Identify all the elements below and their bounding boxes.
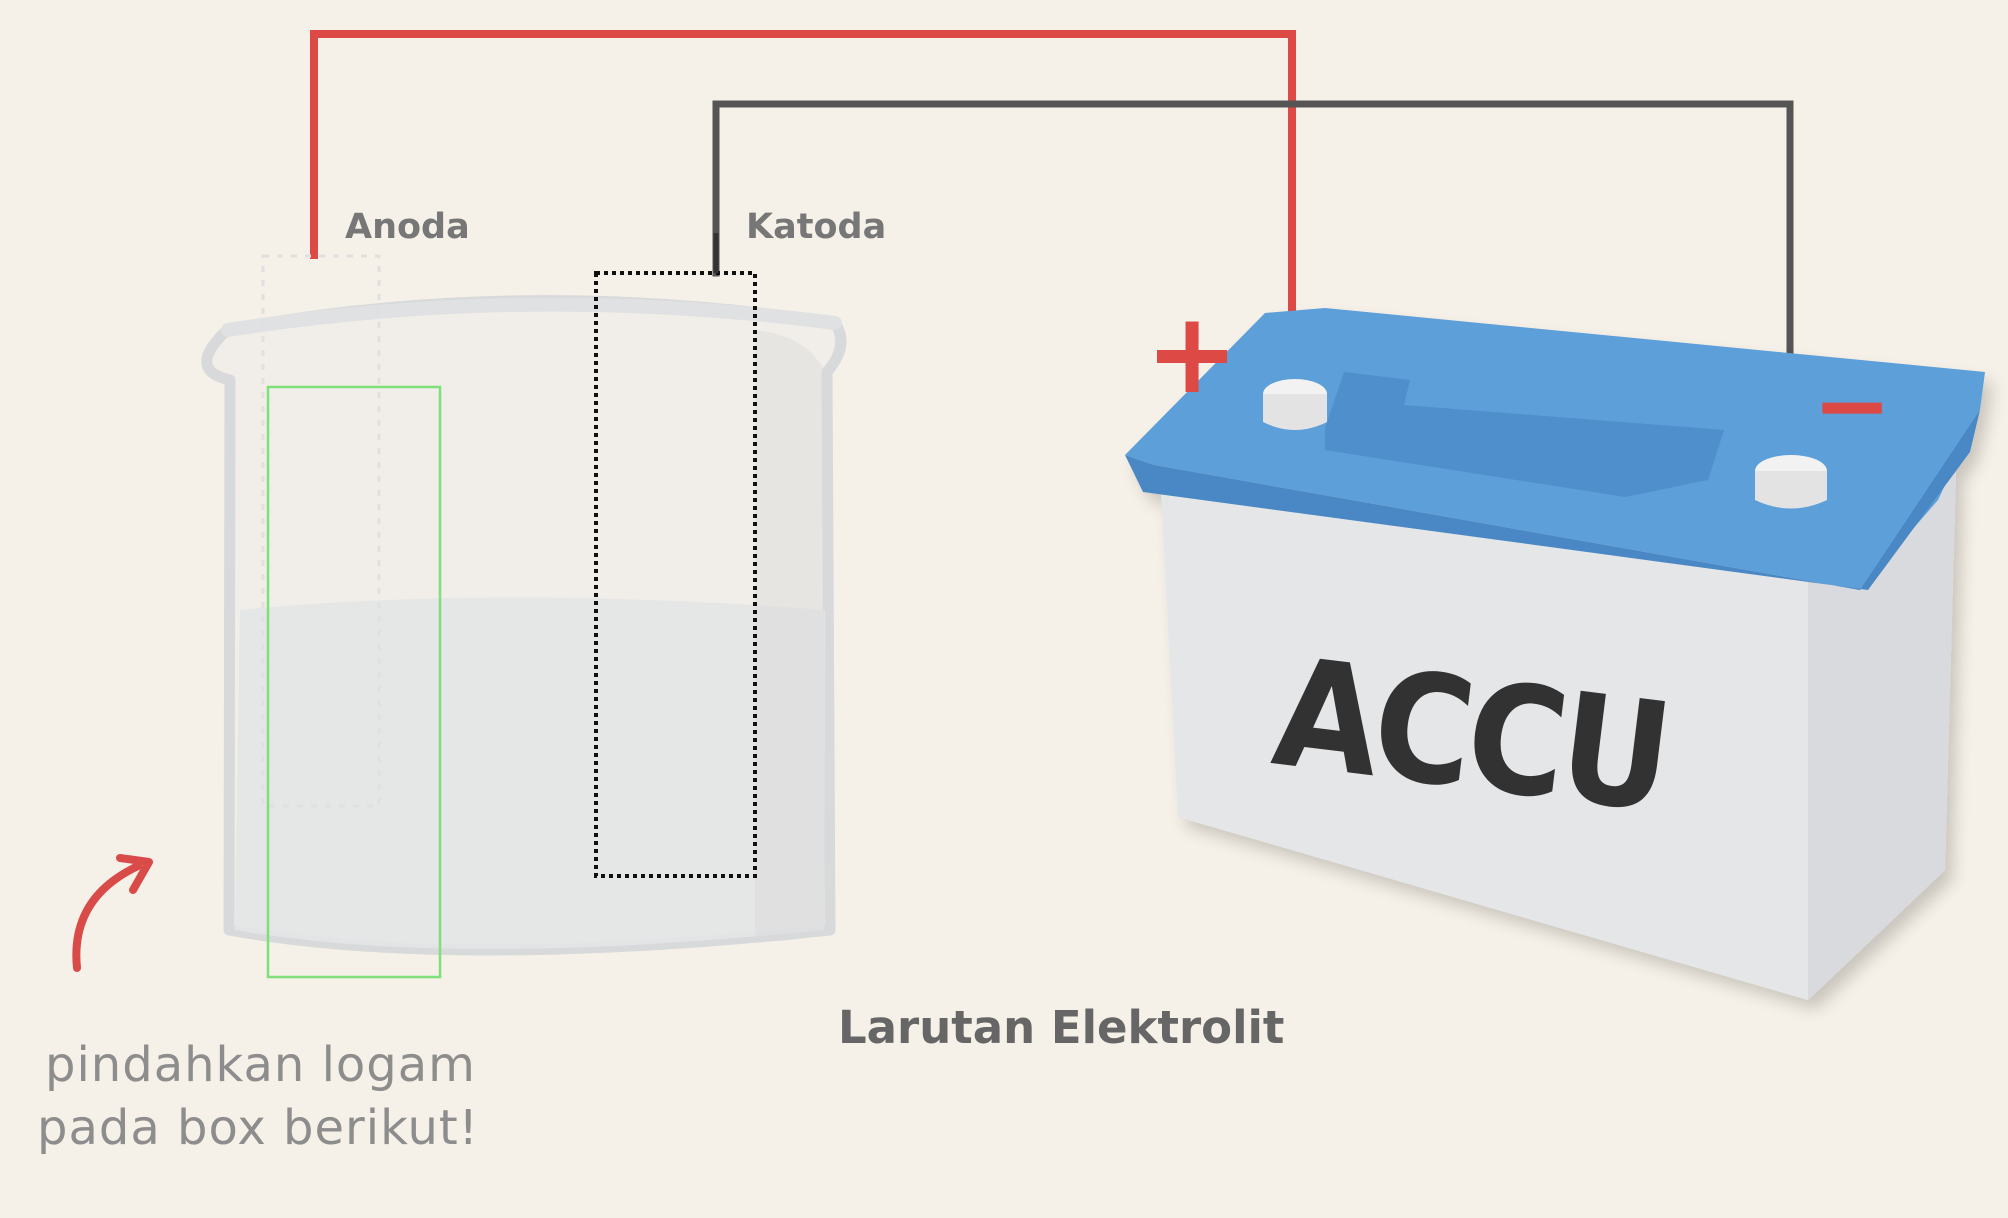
electrolyte-beaker [201,295,847,956]
instruction-line-1: pindahkan logam [45,1037,476,1093]
cathode-dropzone[interactable] [594,271,757,878]
battery-body [1160,473,1945,1000]
battery: ACCU [1125,308,1985,1000]
beaker-rim [221,297,842,337]
instruction-line-2: pada box berikut! [37,1100,479,1156]
anode-ghost-outline [261,254,381,808]
positive-terminal [1263,394,1327,430]
beaker-right-shadow [755,330,824,942]
battery-top-raised-panel [1325,372,1724,497]
anode-guide [261,254,381,808]
drag-arrow-icon [72,862,142,972]
anode-label: Anoda [345,207,470,247]
anode-dropzone[interactable] [266,385,442,979]
positive-terminal-symbol: + [1145,289,1239,419]
cathode-label: Katoda [746,207,886,247]
drag-arrow-head-icon [116,854,153,894]
wires [310,30,1794,476]
electrolyte-solution [235,597,825,949]
negative-terminal-symbol: − [1812,351,1892,461]
battery-top-front-edge [1125,410,1980,590]
negative-terminal [1755,471,1827,509]
negative-wire [712,100,1794,476]
solution-label: Larutan Elektrolit [838,1001,1284,1054]
positive-wire [310,30,1296,391]
